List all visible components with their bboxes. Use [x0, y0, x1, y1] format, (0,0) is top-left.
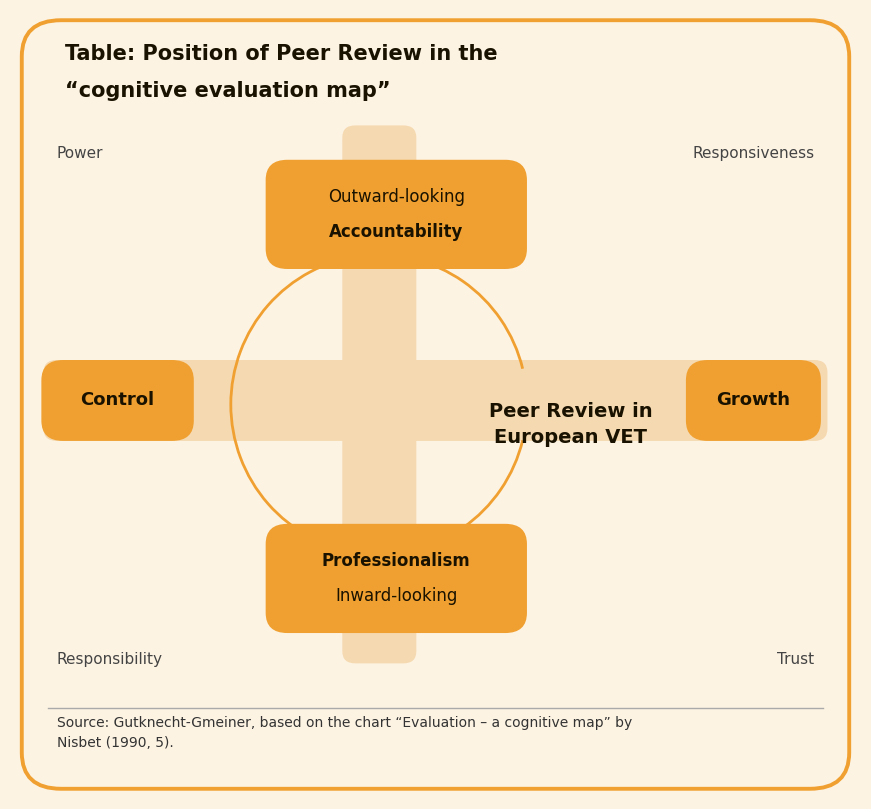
- Text: Peer Review in
European VET: Peer Review in European VET: [489, 402, 652, 447]
- FancyBboxPatch shape: [685, 360, 820, 441]
- Text: Responsiveness: Responsiveness: [692, 146, 814, 161]
- Text: Outward-looking: Outward-looking: [327, 188, 465, 205]
- FancyBboxPatch shape: [266, 160, 527, 269]
- FancyBboxPatch shape: [266, 524, 527, 633]
- Text: Control: Control: [80, 392, 155, 409]
- Text: Professionalism: Professionalism: [322, 552, 470, 570]
- Text: “cognitive evaluation map”: “cognitive evaluation map”: [65, 81, 391, 101]
- FancyBboxPatch shape: [44, 360, 827, 441]
- Text: Trust: Trust: [777, 652, 814, 667]
- Text: Responsibility: Responsibility: [57, 652, 163, 667]
- Text: Inward-looking: Inward-looking: [335, 587, 457, 605]
- Text: Accountability: Accountability: [329, 223, 463, 241]
- FancyBboxPatch shape: [42, 360, 193, 441]
- Text: Power: Power: [57, 146, 103, 161]
- FancyBboxPatch shape: [22, 20, 849, 789]
- FancyBboxPatch shape: [342, 125, 416, 663]
- Text: Table: Position of Peer Review in the: Table: Position of Peer Review in the: [65, 44, 498, 65]
- Text: Source: Gutknecht-Gmeiner, based on the chart “Evaluation – a cognitive map” by
: Source: Gutknecht-Gmeiner, based on the …: [57, 716, 631, 750]
- Text: Growth: Growth: [717, 392, 790, 409]
